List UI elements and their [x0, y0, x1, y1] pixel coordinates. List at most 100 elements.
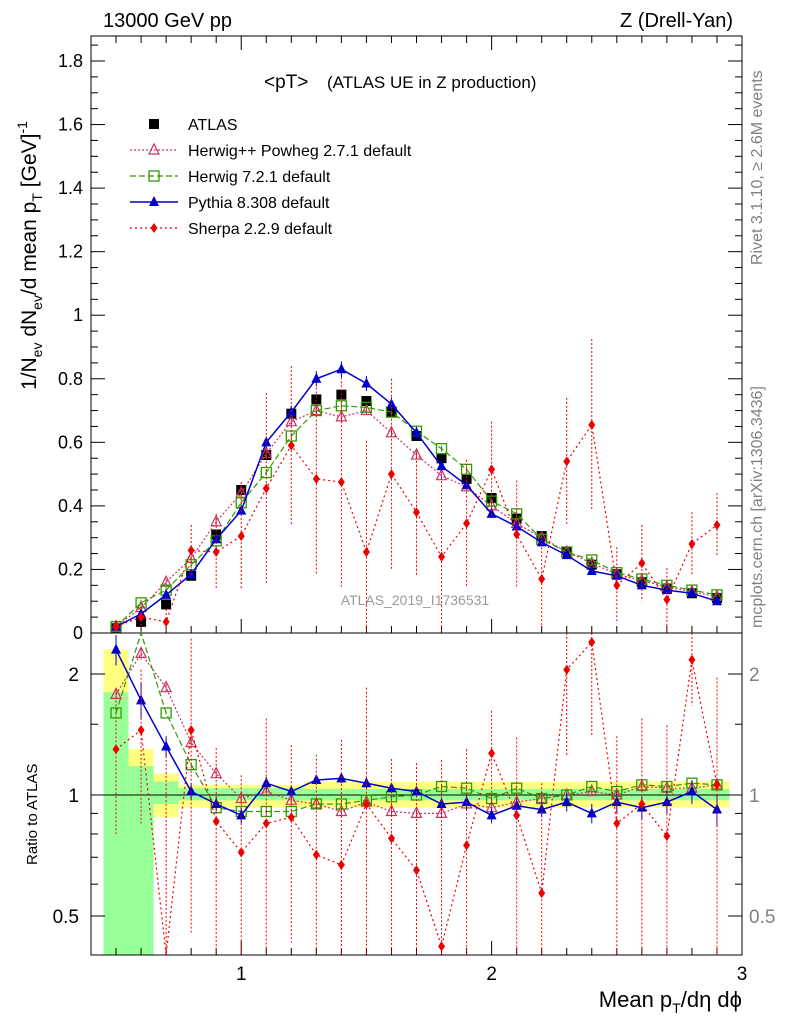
main-y-tick-label: 1 — [73, 305, 83, 325]
ratio-panel: 0.5 0.5 1 1 2 2 1 2 3 Ratio to ATLAS — [24, 630, 775, 985]
ratio-data-point — [410, 806, 423, 818]
ratio-data-point — [212, 816, 220, 827]
main-y-tick-label: 0 — [73, 623, 83, 643]
main-y-tick-label: 1.4 — [58, 178, 83, 198]
data-point — [611, 569, 622, 580]
legend: ATLAS Herwig++ Powheg 2.7.1 default Herwig… — [130, 117, 412, 238]
ratio-data-point — [713, 779, 721, 790]
ratio-data-point — [187, 725, 195, 736]
legend-label: Herwig 7.2.1 default — [188, 169, 331, 186]
data-point — [210, 514, 223, 527]
ratio-data-point — [111, 643, 122, 654]
ratio-data-point — [686, 785, 697, 796]
data-point — [586, 565, 597, 576]
energy-label: 13000 GeV pp — [103, 10, 232, 32]
data-point — [411, 426, 422, 437]
ratio-y-tick-label-right: 2 — [749, 665, 760, 686]
ratio-data-point — [711, 803, 722, 814]
legend-label: Pythia 8.308 default — [188, 195, 330, 212]
ratio-data-point — [585, 784, 598, 797]
ratio-data-point — [411, 785, 422, 796]
ratio-data-point — [438, 941, 446, 952]
data-point — [536, 536, 547, 547]
data-point — [162, 616, 170, 627]
data-point — [311, 372, 322, 383]
plot-title: <pT> — [264, 72, 308, 93]
ratio-data-point — [538, 888, 546, 899]
ratio-data-point — [436, 797, 447, 808]
data-point — [262, 483, 270, 494]
side-label-top: Rivet 3.1.10, ≥ 2.6M events — [749, 70, 766, 265]
ratio-data-point — [561, 796, 572, 807]
ratio-data-point — [511, 799, 522, 810]
main-y-tick-label: 0.2 — [58, 559, 83, 579]
ratio-y-axis-label: Ratio to ATLAS — [24, 764, 41, 865]
data-point — [538, 573, 546, 584]
legend-marker — [148, 142, 160, 155]
ratio-data-point — [112, 744, 120, 755]
x-tick-label: 2 — [486, 964, 497, 985]
data-point — [187, 545, 195, 556]
ratio-data-point — [613, 818, 621, 829]
ratio-data-point — [638, 798, 646, 809]
data-point — [336, 363, 347, 374]
data-point — [513, 529, 521, 540]
data-point — [337, 477, 345, 488]
main-y-tick-label: 0.8 — [58, 369, 83, 389]
legend-marker — [149, 119, 159, 129]
plot-subtitle: (ATLAS UE in Z production) — [327, 73, 536, 92]
ratio-data-point — [588, 637, 596, 648]
ratio-data-point — [211, 797, 222, 808]
ratio-data-point — [285, 792, 298, 805]
data-point — [636, 579, 647, 590]
ratio-data-point — [161, 740, 172, 751]
data-point — [236, 504, 247, 515]
legend-label: Herwig++ Powheg 2.7.1 default — [188, 143, 412, 160]
data-point — [463, 518, 471, 529]
ratio-data-point — [186, 785, 197, 796]
ratio-data-point — [463, 840, 471, 851]
ratio-y-tick-label: 0.5 — [53, 907, 79, 928]
main-y-axis-label: 1/Nev dNev/d mean pT [GeV]-1 — [14, 121, 45, 390]
ratio-data-point — [663, 831, 671, 842]
data-point — [361, 377, 372, 388]
process-label: Z (Drell-Yan) — [620, 10, 733, 32]
ratio-data-point — [387, 833, 395, 844]
ratio-data-point — [135, 646, 148, 659]
ratio-y-tick-label-right: 1 — [749, 786, 760, 807]
data-point — [563, 456, 571, 467]
series-sherpa-2-2-9-default — [112, 339, 721, 633]
series-pythia-8-308-default — [111, 361, 722, 631]
data-point — [561, 549, 572, 560]
ratio-series-sherpa-2-2-9-default — [112, 633, 721, 956]
data-point — [688, 539, 696, 550]
ratio-data-point — [335, 804, 348, 817]
data-point — [488, 464, 496, 475]
data-point — [461, 473, 472, 484]
data-point — [711, 595, 722, 606]
main-panel: 0 0.2 0.4 0.6 0.8 1 1.2 1.4 1.6 1.8 <pT> (ATLAS U… — [14, 35, 743, 643]
data-point — [361, 396, 372, 407]
ratio-data-point — [312, 849, 320, 860]
data-point — [413, 507, 420, 518]
x-axis-label: Mean pT/dη dϕ — [599, 987, 742, 1016]
data-point — [312, 473, 320, 484]
main-y-tick-label: 1.8 — [58, 51, 83, 71]
data-point — [586, 554, 598, 566]
ratio-data-point — [237, 847, 245, 858]
ratio-data-point — [413, 865, 420, 876]
data-point — [486, 507, 497, 518]
data-point — [385, 425, 398, 438]
data-point — [311, 394, 322, 405]
data-point — [285, 414, 298, 427]
data-point — [335, 409, 348, 422]
x-tick-label: 1 — [236, 964, 247, 985]
legend-marker — [149, 196, 159, 206]
ratio-data-point — [563, 664, 571, 675]
ratio-y-tick-label-right: 0.5 — [749, 907, 775, 928]
main-y-tick-label: 0.4 — [58, 496, 83, 516]
main-y-tick-label: 1.6 — [58, 115, 83, 135]
ratio-data-point — [137, 725, 145, 736]
legend-marker — [148, 170, 160, 182]
ratio-data-point — [261, 777, 272, 788]
